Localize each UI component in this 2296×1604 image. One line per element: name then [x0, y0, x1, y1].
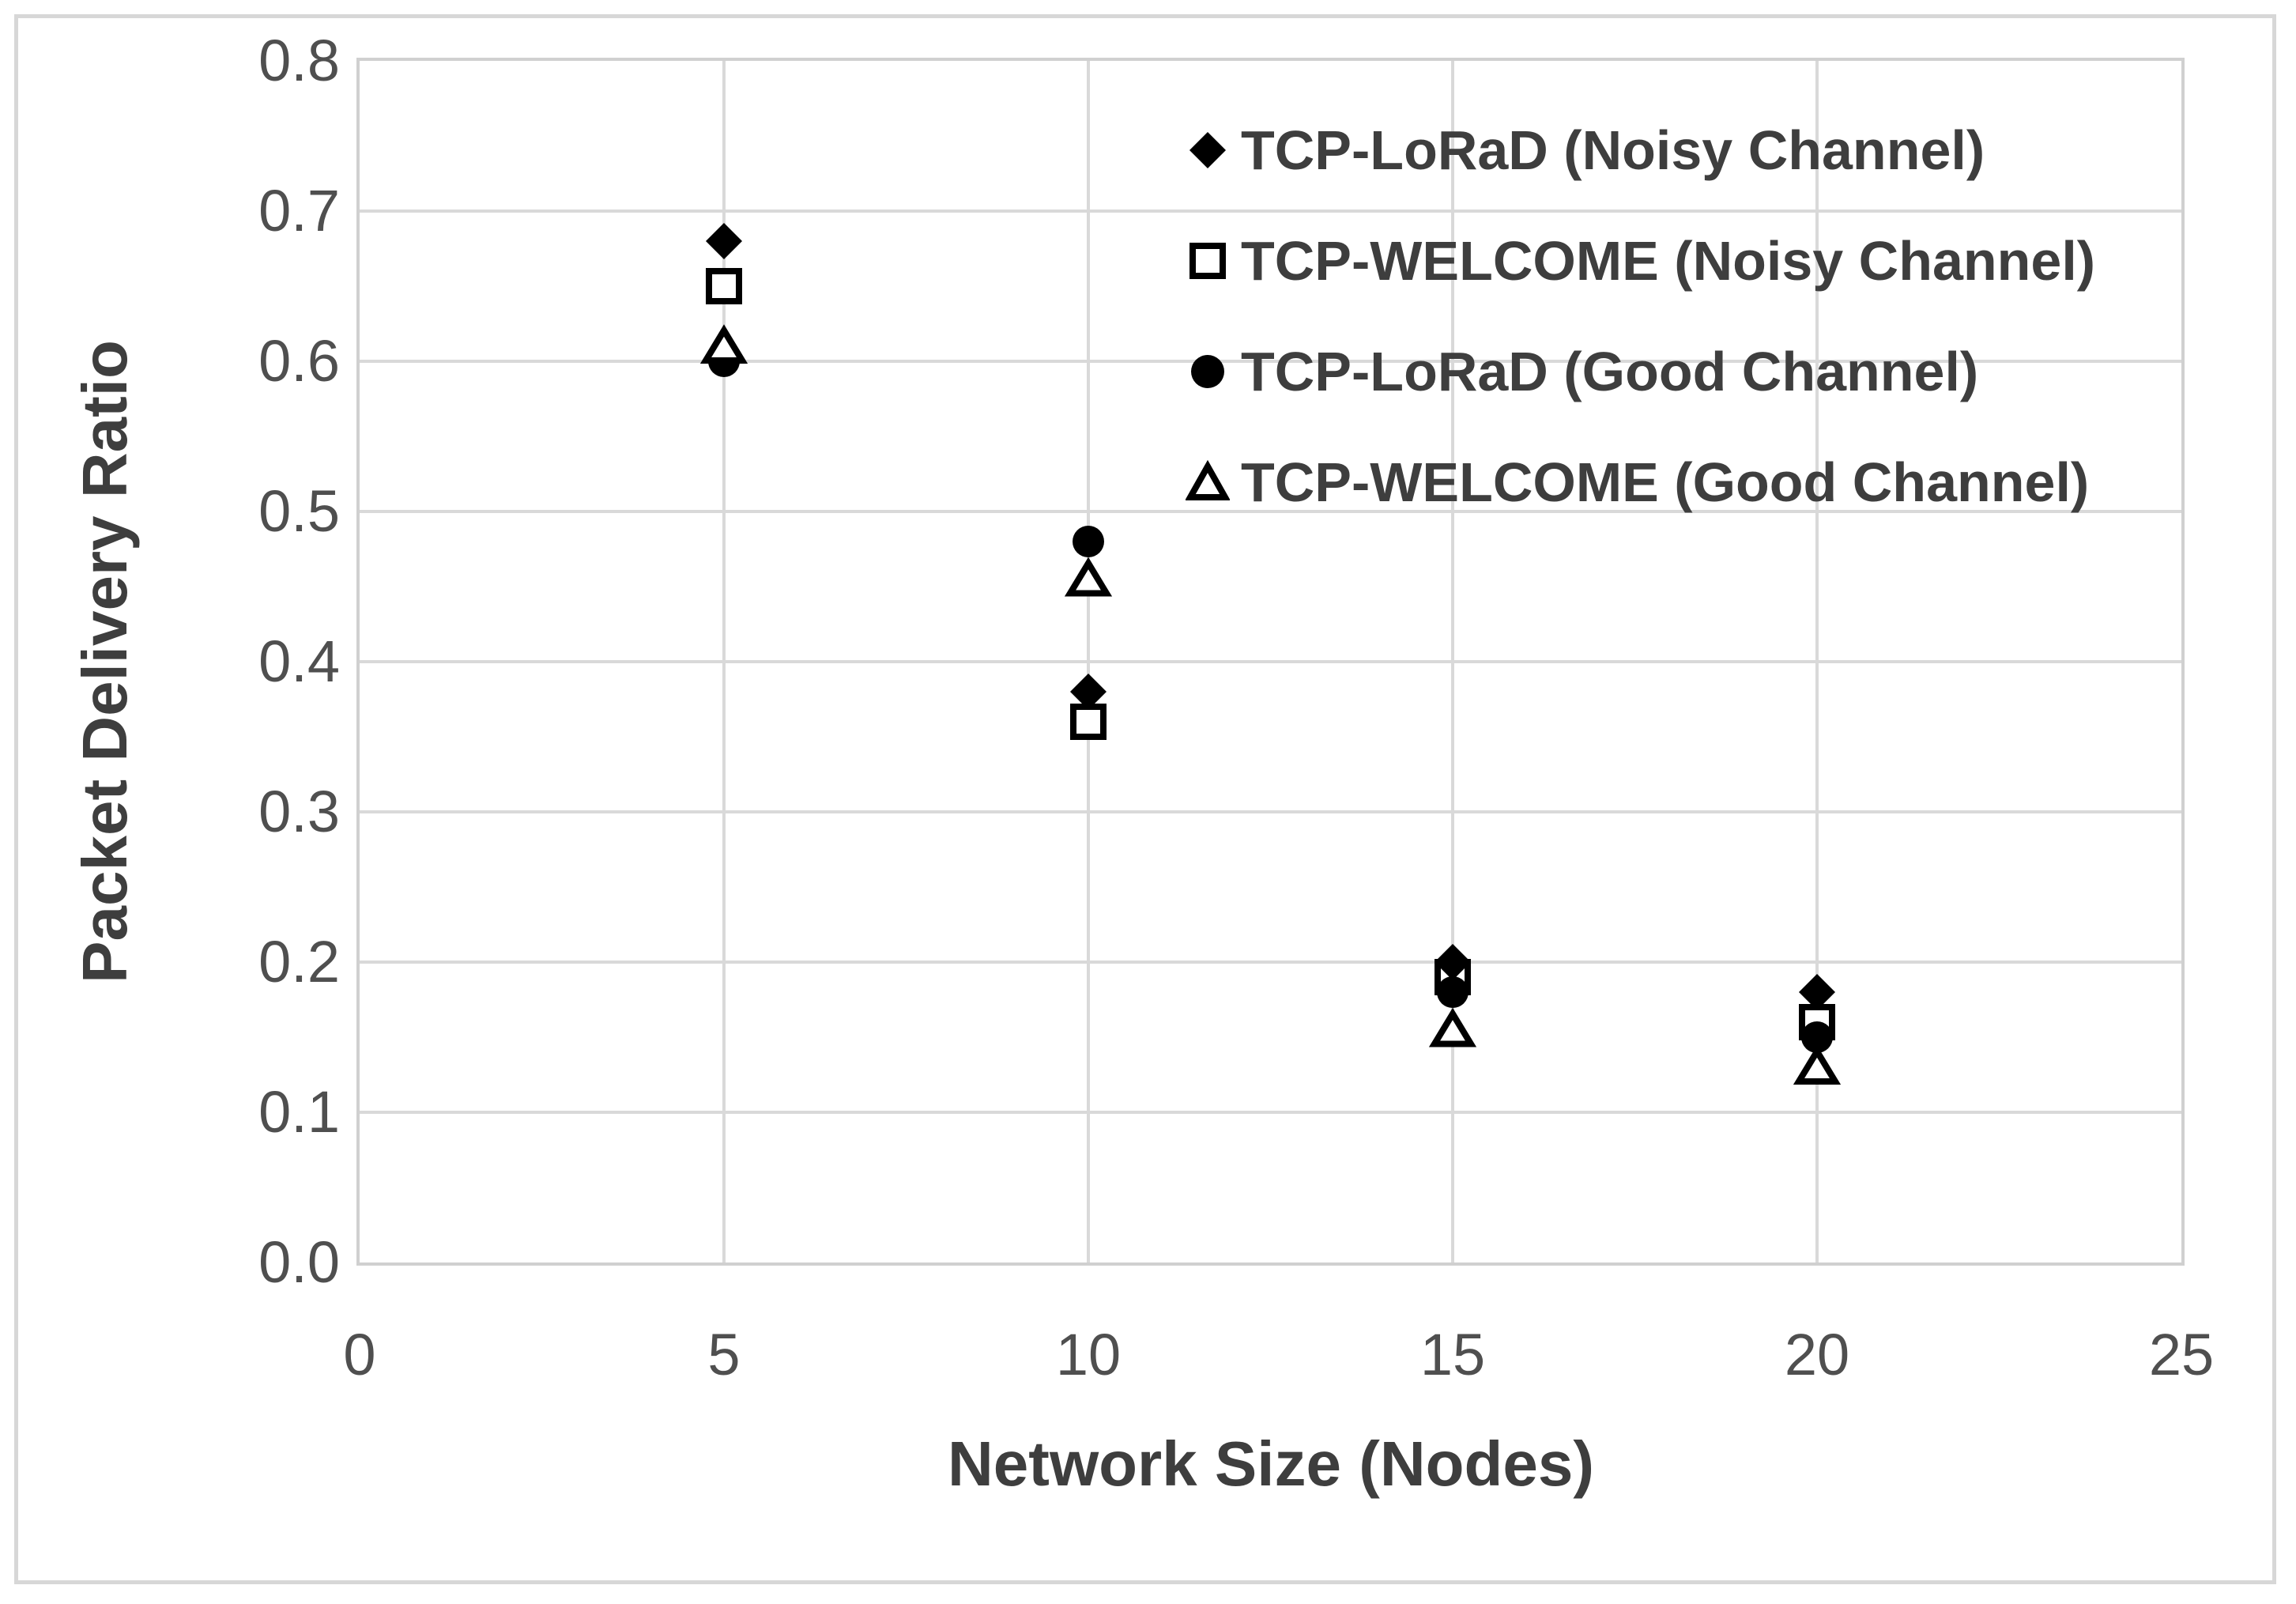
y-tick-label: 0.0	[258, 1229, 340, 1295]
x-tick-label: 20	[1784, 1322, 1850, 1387]
data-point	[1799, 974, 1835, 1010]
data-point	[1073, 526, 1104, 557]
legend-label: TCP-WELCOME (Good Channel)	[1241, 451, 2090, 513]
data-markers	[699, 223, 1842, 1085]
legend-item-tcp-lorad-noisy: TCP-LoRaD (Noisy Channel)	[1186, 95, 2095, 206]
v-gridline	[1451, 61, 1454, 1262]
data-point	[1070, 704, 1107, 740]
y-tick-label: 0.3	[258, 779, 340, 844]
open-square-icon	[1189, 243, 1226, 279]
y-tick-label: 0.2	[258, 929, 340, 994]
legend-item-tcp-welcome-good: TCP-WELCOME (Good Channel)	[1186, 427, 2095, 538]
y-axis-title: Packet Delivery Ratio	[70, 340, 140, 983]
x-tick-label: 0	[343, 1322, 376, 1387]
x-tick-label: 15	[1419, 1322, 1486, 1387]
x-tick-label: 5	[707, 1322, 741, 1387]
data-point	[1064, 557, 1113, 597]
y-tick-label: 0.1	[258, 1079, 340, 1145]
legend-label: TCP-LoRaD (Good Channel)	[1241, 341, 1979, 402]
h-gridline	[360, 209, 2181, 213]
v-gridline	[1087, 61, 1090, 1262]
data-point	[1435, 944, 1471, 980]
x-tick-label: 10	[1055, 1322, 1122, 1387]
legend-item-tcp-welcome-noisy: TCP-WELCOME (Noisy Channel)	[1186, 206, 2095, 316]
legend: TCP-LoRaD (Noisy Channel) TCP-WELCOME (N…	[1186, 95, 2095, 538]
filled-diamond-icon	[1189, 132, 1226, 168]
filled-circle-icon	[1191, 355, 1224, 388]
y-tick-label: 0.5	[258, 478, 340, 544]
data-point	[706, 223, 742, 259]
legend-label: TCP-LoRaD (Noisy Channel)	[1241, 119, 1985, 181]
h-gridline	[360, 510, 2181, 513]
v-gridline	[722, 61, 726, 1262]
data-point	[699, 324, 748, 364]
plot-area	[356, 58, 2185, 1266]
data-point	[1070, 674, 1107, 710]
h-gridline	[360, 961, 2181, 964]
y-tick-label: 0.6	[258, 328, 340, 394]
data-point	[706, 268, 742, 304]
y-tick-label: 0.7	[258, 178, 340, 243]
x-tick-label: 25	[2148, 1322, 2215, 1387]
h-gridline	[360, 1111, 2181, 1114]
v-gridline	[1815, 61, 1819, 1262]
open-triangle-icon	[1186, 460, 1230, 500]
data-point	[1437, 976, 1468, 1008]
data-point	[1793, 1045, 1842, 1085]
legend-item-tcp-lorad-good: TCP-LoRaD (Good Channel)	[1186, 316, 2095, 427]
x-axis-title: Network Size (Nodes)	[948, 1429, 1594, 1499]
h-gridline	[360, 360, 2181, 363]
legend-label: TCP-WELCOME (Noisy Channel)	[1241, 230, 2096, 292]
y-tick-label: 0.8	[258, 28, 340, 93]
data-point	[1428, 1007, 1477, 1047]
y-tick-label: 0.4	[258, 628, 340, 694]
h-gridline	[360, 660, 2181, 663]
h-gridline	[360, 810, 2181, 813]
data-point	[1801, 1021, 1833, 1053]
